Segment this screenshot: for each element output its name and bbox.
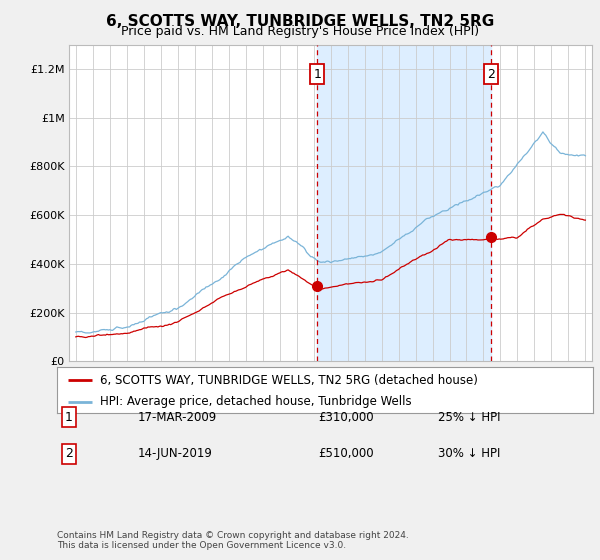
Bar xyxy=(317,45,491,361)
Text: Price paid vs. HM Land Registry's House Price Index (HPI): Price paid vs. HM Land Registry's House … xyxy=(121,25,479,38)
Text: 6, SCOTTS WAY, TUNBRIDGE WELLS, TN2 5RG (detached house): 6, SCOTTS WAY, TUNBRIDGE WELLS, TN2 5RG … xyxy=(100,374,478,387)
Text: £510,000: £510,000 xyxy=(318,447,374,460)
Text: HPI: Average price, detached house, Tunbridge Wells: HPI: Average price, detached house, Tunb… xyxy=(100,395,412,408)
Text: 2: 2 xyxy=(487,68,495,81)
Text: £310,000: £310,000 xyxy=(318,410,374,424)
Text: 6, SCOTTS WAY, TUNBRIDGE WELLS, TN2 5RG: 6, SCOTTS WAY, TUNBRIDGE WELLS, TN2 5RG xyxy=(106,14,494,29)
Text: 30% ↓ HPI: 30% ↓ HPI xyxy=(438,447,500,460)
Text: 14-JUN-2019: 14-JUN-2019 xyxy=(138,447,213,460)
Text: 1: 1 xyxy=(313,68,321,81)
Text: 17-MAR-2009: 17-MAR-2009 xyxy=(138,410,217,424)
Text: 25% ↓ HPI: 25% ↓ HPI xyxy=(438,410,500,424)
Text: Contains HM Land Registry data © Crown copyright and database right 2024.
This d: Contains HM Land Registry data © Crown c… xyxy=(57,530,409,550)
Text: 1: 1 xyxy=(65,410,73,424)
Text: 2: 2 xyxy=(65,447,73,460)
